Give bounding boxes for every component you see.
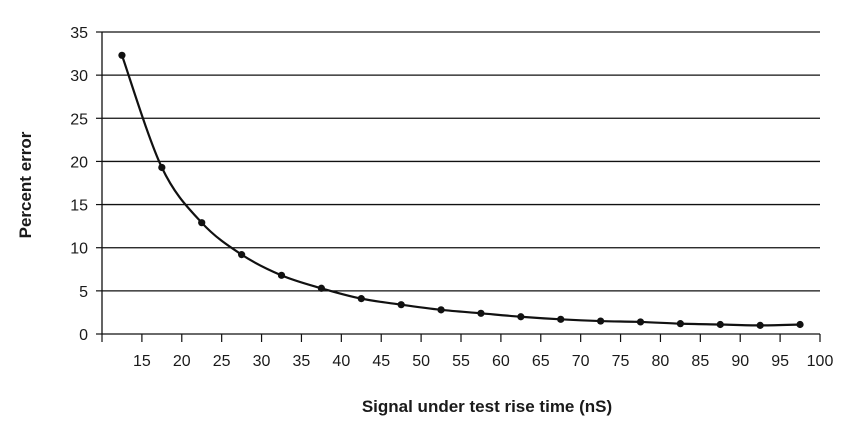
x-tick-label: 60: [492, 353, 510, 370]
x-tick-label: 20: [173, 353, 191, 370]
data-points: [118, 51, 804, 329]
x-tick-label: 25: [213, 353, 231, 370]
x-tick-label: 95: [771, 353, 789, 370]
x-tick-label: 70: [572, 353, 590, 370]
x-tick-label: 40: [332, 353, 350, 370]
x-tick-label: 30: [253, 353, 271, 370]
data-point-15: [716, 320, 724, 329]
y-tick-label: 25: [70, 111, 88, 128]
y-tick-label: 5: [79, 284, 88, 301]
y-tick-label: 30: [70, 68, 88, 85]
data-point-4: [277, 271, 286, 279]
data-point-9: [477, 309, 485, 317]
y-tick-label: 0: [79, 327, 88, 344]
data-point-16: [756, 321, 764, 329]
data-point-7: [397, 301, 405, 309]
data-point-0: [118, 51, 126, 59]
data-point-14: [676, 320, 684, 328]
data-point-6: [357, 295, 365, 303]
grid-lines: [102, 31, 820, 335]
x-tick-label: 15: [133, 353, 151, 370]
data-point-1: [158, 163, 166, 172]
data-point-8: [437, 306, 445, 314]
x-tick-label: 65: [532, 353, 550, 370]
y-tick-label: 20: [70, 154, 88, 171]
x-tick-label: 80: [652, 353, 670, 370]
axes: [96, 31, 821, 342]
data-point-10: [517, 313, 525, 321]
x-tick-label: 85: [691, 353, 709, 370]
series-line: [120, 54, 801, 327]
y-tick-label: 15: [70, 198, 88, 215]
x-tick-label: 75: [612, 353, 630, 370]
x-tick-label: 100: [807, 353, 834, 370]
x-tick-label: 90: [731, 353, 749, 370]
y-tick-labels: 0 5 10 15 20 25 30 35: [70, 25, 88, 344]
y-axis-title: Percent error: [16, 131, 35, 238]
data-point-13: [636, 318, 645, 326]
data-point-2: [198, 219, 206, 227]
data-point-3: [238, 251, 246, 259]
data-point-5: [317, 284, 325, 292]
x-tick-label: 50: [412, 353, 430, 370]
x-tick-label: 45: [372, 353, 390, 370]
x-tick-label: 35: [293, 353, 311, 370]
data-point-17: [796, 320, 804, 329]
x-tick-labels: 15 20 25 30 35 40 45 50 55 60 65 70 75 80 85 90 95 100: [133, 353, 833, 370]
data-point-11: [557, 315, 565, 323]
x-tick-label: 55: [452, 353, 470, 370]
y-tick-label: 35: [70, 25, 88, 42]
y-tick-label: 10: [70, 241, 88, 258]
data-point-12: [597, 317, 605, 325]
x-axis-title: Signal under test rise time (nS): [362, 397, 612, 416]
